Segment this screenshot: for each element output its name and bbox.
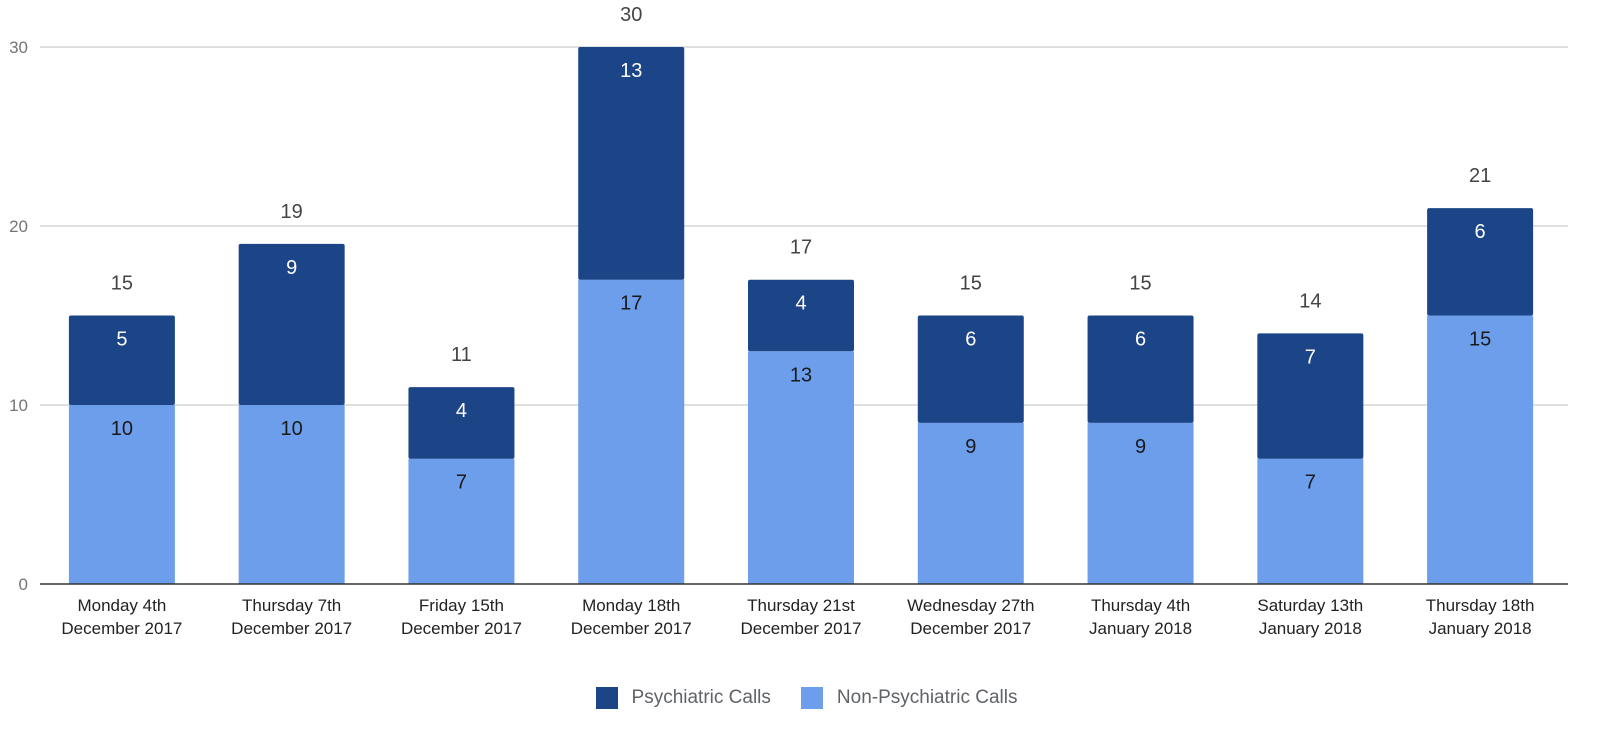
data-label-non-psychiatric: 9 (1135, 436, 1146, 458)
data-label-non-psychiatric: 7 (456, 472, 467, 494)
chart-canvas: 0 10 20 30 10 5 15 Monday 4th December 2017 10 9 19… (9, 4, 1568, 638)
bar-psychiatric (68, 315, 175, 405)
legend-swatch-psychiatric (595, 687, 618, 709)
bar-psychiatric (1427, 208, 1534, 316)
data-label-non-psychiatric: 13 (790, 364, 812, 386)
data-label-non-psychiatric: 17 (620, 293, 642, 315)
y-tick-label: 20 (9, 217, 28, 236)
chart-legend: Psychiatric Calls Non-Psychiatric Calls (0, 684, 1613, 712)
data-label-non-psychiatric: 7 (1305, 472, 1316, 494)
data-label-psychiatric: 6 (965, 329, 976, 351)
total-label: 19 (281, 201, 303, 223)
x-tick-label: January 2018 (1259, 619, 1362, 638)
bar-non-psychiatric (238, 405, 345, 584)
x-tick-label: Wednesday 27th (907, 596, 1034, 615)
data-label-non-psychiatric: 9 (965, 436, 976, 458)
data-label-psychiatric: 4 (456, 400, 467, 422)
x-tick-label: Thursday 4th (1091, 596, 1190, 615)
total-label: 11 (451, 344, 472, 366)
x-tick-label: Thursday 21st (747, 596, 855, 615)
x-tick-label: December 2017 (571, 619, 692, 638)
x-tick-label: Saturday 13th (1257, 596, 1363, 615)
bar-psychiatric (1087, 315, 1194, 423)
total-label: 30 (620, 4, 642, 26)
y-tick-label: 30 (9, 38, 28, 57)
x-tick-label: December 2017 (401, 619, 522, 638)
bar-non-psychiatric (1427, 315, 1534, 584)
bar-psychiatric (917, 315, 1024, 423)
bar-non-psychiatric (748, 351, 854, 584)
x-tick-label: Thursday 7th (242, 596, 341, 615)
x-tick-label: December 2017 (741, 619, 862, 638)
x-tick-label: Thursday 18th (1426, 596, 1535, 615)
data-label-non-psychiatric: 10 (111, 418, 133, 440)
data-label-non-psychiatric: 10 (281, 418, 303, 440)
bar-non-psychiatric (68, 405, 175, 584)
x-tick-label: December 2017 (910, 619, 1031, 638)
x-tick-label: December 2017 (231, 619, 352, 638)
data-label-psychiatric: 13 (620, 60, 642, 82)
data-label-psychiatric: 5 (116, 329, 127, 351)
bar-psychiatric (408, 387, 515, 459)
total-label: 21 (1469, 165, 1491, 187)
legend-swatch-non-psychiatric (800, 687, 823, 709)
y-tick-label: 10 (9, 396, 28, 415)
bar-non-psychiatric (917, 422, 1024, 584)
x-tick-label: Friday 15th (419, 596, 504, 615)
bar-non-psychiatric (1257, 458, 1364, 584)
legend-item-non-psychiatric: Non-Psychiatric Calls (800, 687, 1018, 709)
data-label-psychiatric: 7 (1305, 346, 1316, 368)
legend-item-psychiatric: Psychiatric Calls (595, 687, 771, 709)
bar-non-psychiatric (1087, 422, 1194, 584)
data-label-psychiatric: 6 (1135, 329, 1146, 351)
total-label: 15 (960, 273, 982, 295)
x-tick-label: December 2017 (61, 619, 182, 638)
total-label: 15 (111, 273, 133, 295)
bar-psychiatric (748, 279, 854, 352)
legend-label-non-psychiatric: Non-Psychiatric Calls (836, 687, 1018, 708)
data-label-psychiatric: 9 (286, 257, 297, 279)
bar-non-psychiatric (408, 458, 515, 584)
bar-psychiatric (578, 47, 685, 280)
data-label-non-psychiatric: 15 (1469, 329, 1491, 351)
bar-psychiatric (1257, 333, 1364, 459)
x-tick-label: January 2018 (1089, 619, 1192, 638)
bar-psychiatric (238, 243, 345, 405)
x-tick-label: Monday 18th (582, 596, 680, 615)
x-tick-label: January 2018 (1429, 619, 1532, 638)
total-label: 17 (790, 237, 812, 259)
total-label: 15 (1129, 273, 1151, 295)
data-label-psychiatric: 6 (1475, 221, 1486, 243)
legend-label-psychiatric: Psychiatric Calls (631, 687, 771, 708)
data-label-psychiatric: 4 (795, 293, 806, 315)
bar-non-psychiatric (578, 279, 685, 584)
y-tick-label: 0 (19, 575, 28, 594)
x-tick-label: Monday 4th (77, 596, 166, 615)
total-label: 14 (1299, 290, 1321, 312)
